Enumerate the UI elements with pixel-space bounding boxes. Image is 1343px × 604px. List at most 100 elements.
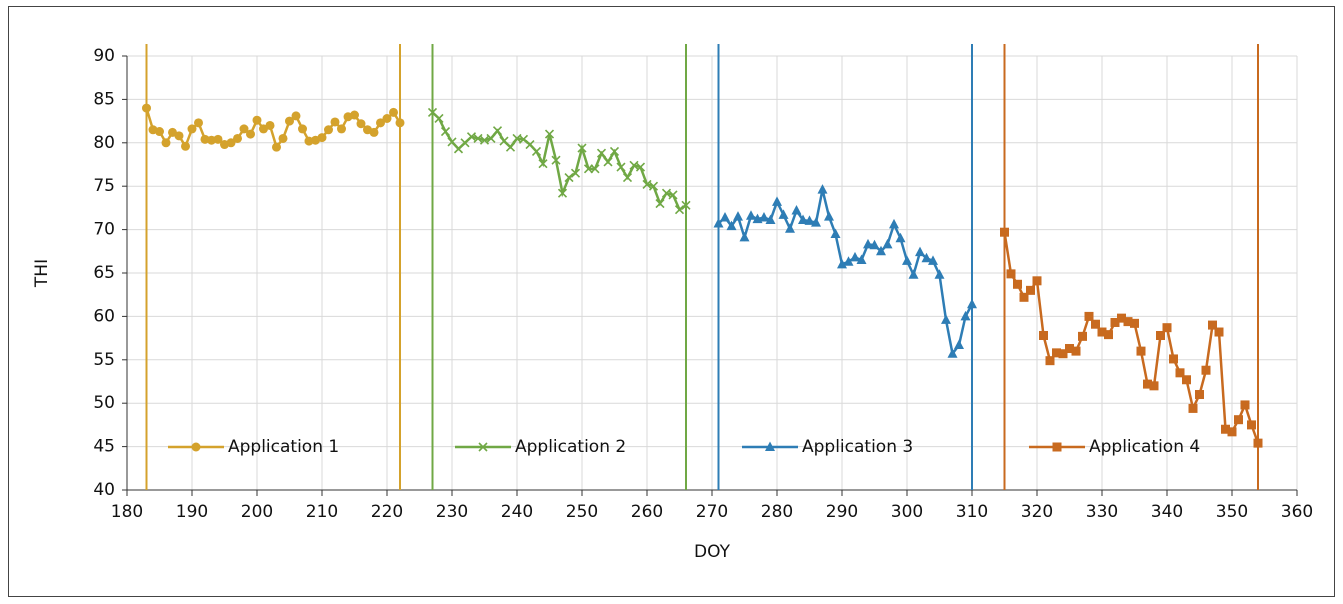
point — [648, 181, 659, 191]
point — [1052, 442, 1062, 452]
point — [902, 255, 912, 265]
point — [947, 348, 958, 358]
point — [434, 113, 444, 124]
x-tick-label: 290 — [826, 502, 858, 522]
point — [1227, 427, 1237, 437]
x-tick-label: 250 — [566, 502, 598, 522]
point — [674, 205, 685, 215]
point — [226, 138, 236, 148]
point — [778, 209, 789, 219]
point — [1136, 346, 1146, 356]
point — [1221, 424, 1230, 434]
point — [1006, 269, 1016, 279]
point — [174, 131, 184, 141]
point — [369, 127, 379, 137]
point — [194, 118, 203, 128]
point — [1143, 379, 1152, 389]
point — [531, 146, 542, 157]
point — [1104, 330, 1113, 340]
point — [1013, 279, 1022, 289]
point — [298, 124, 307, 134]
point — [142, 103, 151, 113]
point — [564, 172, 574, 183]
point — [551, 155, 561, 165]
point — [1032, 276, 1042, 286]
point — [505, 142, 516, 152]
y-tick-label: 75 — [93, 176, 115, 196]
point — [395, 118, 405, 128]
point — [478, 442, 488, 452]
point — [850, 251, 860, 262]
x-tick-label: 280 — [761, 502, 793, 522]
point — [726, 220, 737, 231]
x-tick-label: 270 — [696, 502, 728, 522]
point — [895, 232, 906, 243]
point — [921, 252, 932, 263]
point — [350, 110, 359, 120]
x-tick-label: 180 — [111, 502, 143, 522]
point — [876, 245, 886, 256]
point — [291, 111, 301, 121]
point — [577, 143, 587, 153]
point — [934, 269, 945, 279]
point — [382, 113, 392, 123]
point — [1253, 438, 1263, 448]
legend-label: Application 3 — [802, 437, 913, 457]
point — [1019, 292, 1029, 302]
point — [765, 214, 776, 225]
x-tick-label: 350 — [1216, 502, 1248, 522]
point — [908, 269, 919, 279]
point — [447, 137, 457, 147]
legend-label: Application 2 — [515, 437, 626, 457]
point — [583, 164, 594, 174]
y-tick-label: 45 — [93, 437, 115, 457]
x-tick-label: 300 — [891, 502, 923, 522]
point — [733, 211, 743, 221]
point — [590, 164, 600, 174]
point — [324, 125, 333, 135]
point — [330, 117, 340, 127]
point — [1097, 327, 1107, 337]
point — [1130, 318, 1139, 328]
point — [1078, 331, 1087, 341]
point — [187, 124, 197, 134]
x-tick-label: 340 — [1151, 502, 1183, 522]
point — [798, 214, 808, 225]
point — [570, 168, 581, 178]
point — [915, 246, 925, 257]
point — [1182, 375, 1191, 385]
x-tick-label: 260 — [631, 502, 663, 522]
x-tick-label: 330 — [1086, 502, 1118, 522]
point — [1188, 403, 1198, 413]
y-tick-label: 90 — [93, 46, 115, 66]
point — [525, 139, 535, 150]
point — [882, 238, 893, 249]
point — [337, 124, 346, 134]
point — [1156, 330, 1165, 340]
point — [622, 172, 633, 183]
point — [265, 120, 275, 130]
point — [954, 339, 964, 350]
point — [655, 198, 665, 209]
point — [356, 119, 366, 129]
y-tick-label: 60 — [93, 306, 115, 326]
point — [856, 254, 867, 264]
point — [713, 218, 724, 228]
y-tick-label: 50 — [93, 393, 115, 413]
point — [246, 129, 255, 139]
x-tick-label: 240 — [501, 502, 533, 522]
point — [1169, 354, 1178, 364]
point — [544, 129, 555, 139]
point — [161, 138, 171, 148]
point — [538, 159, 548, 169]
point — [252, 115, 262, 125]
point — [661, 188, 672, 198]
point — [967, 298, 977, 309]
point — [863, 238, 873, 249]
point — [1091, 319, 1100, 329]
y-tick-label: 40 — [93, 480, 115, 500]
point — [804, 215, 815, 225]
point — [1065, 344, 1074, 354]
point — [791, 205, 802, 215]
point — [1052, 348, 1061, 358]
